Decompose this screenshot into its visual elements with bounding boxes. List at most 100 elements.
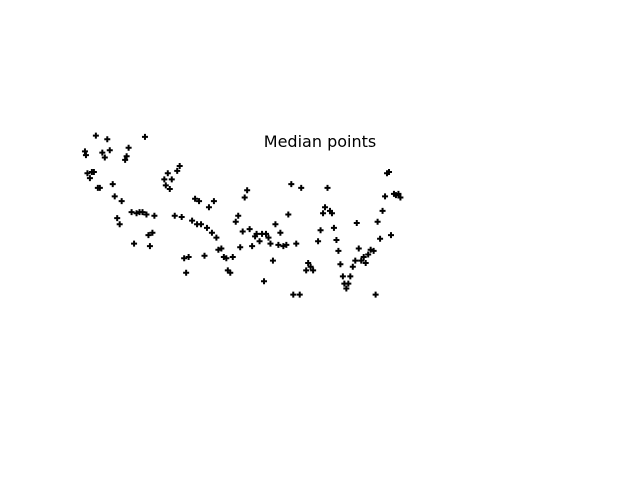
data-point bbox=[288, 181, 295, 188]
data-point bbox=[218, 245, 225, 252]
data-point bbox=[382, 193, 389, 200]
data-point bbox=[298, 184, 305, 191]
data-point bbox=[111, 193, 118, 200]
data-point bbox=[92, 132, 99, 139]
data-point bbox=[330, 224, 337, 231]
data-point bbox=[315, 238, 322, 245]
data-point bbox=[123, 153, 130, 160]
data-point bbox=[196, 198, 203, 205]
scatter-markers bbox=[81, 132, 404, 298]
data-point bbox=[320, 210, 327, 217]
data-point bbox=[232, 218, 239, 225]
data-point bbox=[86, 175, 93, 182]
data-point bbox=[106, 147, 113, 154]
data-point bbox=[263, 230, 269, 237]
data-point bbox=[162, 182, 169, 189]
data-point bbox=[104, 136, 111, 143]
data-point bbox=[176, 162, 183, 169]
data-point bbox=[96, 184, 103, 191]
data-point bbox=[174, 167, 181, 174]
data-point bbox=[239, 228, 246, 235]
data-point bbox=[347, 273, 354, 280]
data-point bbox=[397, 194, 404, 201]
data-point bbox=[114, 215, 121, 222]
data-point bbox=[161, 176, 168, 183]
data-point bbox=[395, 190, 402, 197]
data-point bbox=[272, 221, 279, 228]
data-point bbox=[151, 212, 158, 219]
data-point bbox=[277, 229, 284, 236]
data-point bbox=[322, 204, 329, 211]
data-point bbox=[227, 269, 234, 276]
data-point bbox=[269, 257, 276, 264]
data-point bbox=[283, 241, 290, 248]
data-point bbox=[168, 176, 175, 183]
data-point bbox=[131, 240, 138, 247]
data-point bbox=[261, 278, 268, 285]
data-point bbox=[333, 237, 340, 243]
data-point bbox=[208, 229, 215, 236]
data-point bbox=[90, 169, 97, 176]
data-point bbox=[374, 218, 381, 225]
data-point bbox=[192, 195, 199, 202]
data-point bbox=[82, 152, 89, 159]
data-point bbox=[244, 187, 251, 194]
data-point bbox=[166, 186, 173, 193]
data-point bbox=[171, 212, 178, 219]
data-point bbox=[178, 213, 185, 220]
data-point bbox=[141, 133, 148, 140]
data-point bbox=[185, 253, 192, 260]
data-point bbox=[256, 238, 263, 245]
data-point bbox=[352, 257, 359, 264]
data-point bbox=[125, 144, 132, 151]
data-point bbox=[349, 263, 356, 270]
data-point bbox=[189, 217, 196, 224]
data-point bbox=[205, 204, 212, 211]
data-point bbox=[296, 291, 303, 298]
data-point bbox=[149, 229, 156, 236]
data-point bbox=[139, 209, 146, 216]
data-point bbox=[293, 240, 300, 247]
data-point bbox=[324, 184, 331, 191]
data-point bbox=[223, 255, 230, 262]
data-point bbox=[164, 170, 171, 177]
data-point bbox=[146, 243, 153, 250]
data-point bbox=[285, 211, 292, 218]
data-point bbox=[101, 154, 108, 161]
data-point bbox=[84, 170, 91, 177]
data-point bbox=[362, 260, 369, 267]
data-point bbox=[307, 263, 314, 270]
data-point bbox=[203, 224, 210, 231]
data-point bbox=[143, 211, 150, 218]
data-point bbox=[305, 260, 312, 267]
data-point bbox=[109, 181, 116, 188]
data-point bbox=[377, 235, 384, 242]
data-point bbox=[339, 273, 346, 280]
data-point bbox=[118, 198, 125, 205]
data-point bbox=[317, 227, 324, 234]
data-point bbox=[290, 291, 297, 298]
data-point bbox=[353, 220, 360, 227]
data-point bbox=[253, 230, 260, 237]
data-point bbox=[360, 253, 367, 260]
data-point bbox=[275, 241, 282, 248]
data-point bbox=[386, 169, 393, 176]
data-point bbox=[183, 269, 190, 276]
data-point bbox=[235, 212, 242, 219]
data-point bbox=[213, 234, 220, 241]
data-point bbox=[128, 209, 135, 216]
data-point bbox=[345, 280, 352, 287]
data-point bbox=[181, 255, 188, 262]
data-point bbox=[145, 232, 152, 239]
data-point bbox=[246, 226, 253, 233]
data-point bbox=[328, 210, 335, 217]
data-point bbox=[310, 267, 317, 274]
data-point bbox=[122, 156, 129, 163]
data-point bbox=[343, 285, 350, 292]
data-point bbox=[99, 149, 106, 156]
data-point bbox=[198, 221, 205, 228]
chart-title: Median points bbox=[263, 132, 377, 151]
data-point bbox=[337, 261, 344, 268]
data-point bbox=[210, 198, 217, 205]
